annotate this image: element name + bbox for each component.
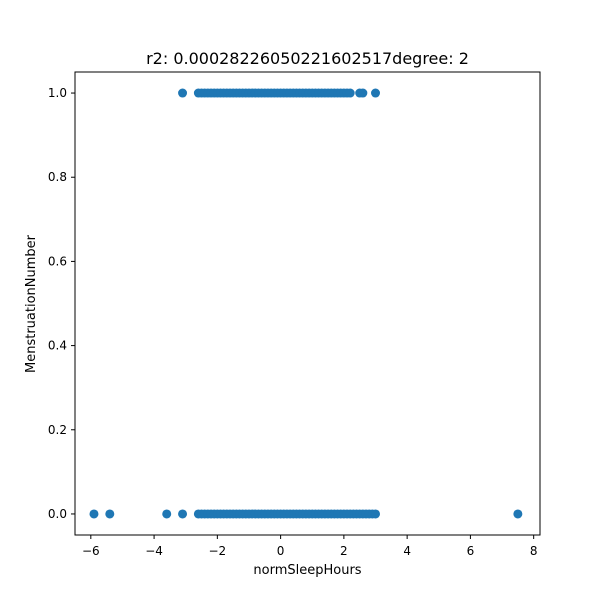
y-tick-label: 1.0 [48,86,67,100]
scatter-point [513,509,523,519]
x-axis-ticks: −6 −4 −2 0 2 4 6 8 [82,535,538,558]
y-tick-label: 0.0 [48,507,67,521]
scatter-point [178,88,188,98]
chart-title: r2: 0.00028226050221602517degree: 2 [146,49,469,68]
scatter-point [89,509,99,519]
scatter-point [358,88,368,98]
scatter-point [371,509,381,519]
scatter-point [371,88,381,98]
scatter-point [178,509,188,519]
y-tick-label: 0.2 [48,423,67,437]
x-tick-label: 0 [277,544,285,558]
plot-area-frame [74,71,541,536]
y-axis-label: MenstruationNumber [24,234,39,373]
x-tick-label: 4 [403,544,411,558]
x-tick-label: 6 [467,544,475,558]
y-tick-label: 0.8 [48,170,67,184]
y-tick-label: 0.6 [48,254,67,268]
x-axis-label: normSleepHours [253,563,361,578]
x-tick-label: −2 [208,544,226,558]
scatter-point [162,509,172,519]
x-tick-label: −6 [82,544,100,558]
scatter-point [105,509,115,519]
y-tick-label: 0.4 [48,339,67,353]
scatter-point [345,88,355,98]
x-tick-label: 8 [530,544,538,558]
y-axis-ticks: 0.0 0.2 0.4 0.6 0.8 1.0 [48,86,75,521]
x-tick-label: −4 [145,544,163,558]
data-points [89,88,523,519]
x-tick-label: 2 [340,544,348,558]
